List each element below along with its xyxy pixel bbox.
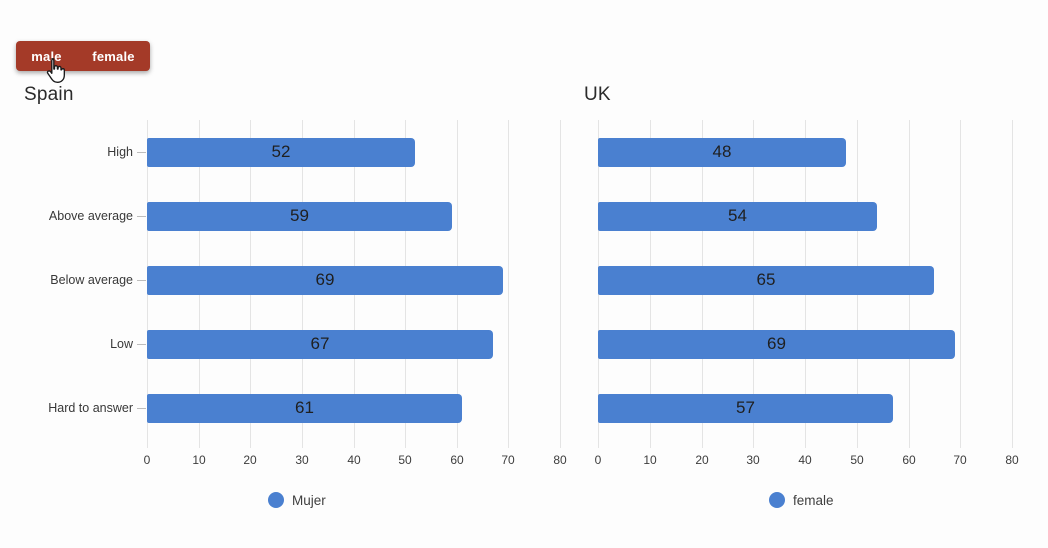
- chart-title-spain: Spain: [24, 84, 74, 105]
- bar-value-label: 65: [756, 270, 776, 289]
- bar-value-label: 48: [712, 142, 732, 161]
- legend-marker-icon: [769, 492, 785, 508]
- bar-below-average[interactable]: 65: [598, 265, 934, 295]
- x-axis-tick-label: 70: [953, 453, 967, 467]
- category-label: Below average: [50, 273, 133, 287]
- bar-high[interactable]: 48: [598, 137, 846, 167]
- category-tick: [137, 216, 146, 217]
- legend-label: Mujer: [292, 492, 326, 508]
- x-axis-tick-label: 10: [192, 453, 206, 467]
- bar-below-average[interactable]: 69: [147, 265, 503, 295]
- x-axis-tick-label: 60: [450, 453, 464, 467]
- category-tick: [137, 280, 146, 281]
- category-tick: [137, 152, 146, 153]
- x-axis-tick-label: 80: [553, 453, 567, 467]
- bar-value-label: 67: [310, 334, 330, 353]
- x-axis-tick-label: 50: [850, 453, 864, 467]
- chart-title-uk: UK: [584, 84, 611, 105]
- legend-uk[interactable]: female: [769, 490, 834, 510]
- legend-spain[interactable]: Mujer: [268, 490, 326, 510]
- bar-value-label: 59: [290, 206, 309, 225]
- gridline: [960, 120, 961, 448]
- x-axis-tick-label: 30: [295, 453, 309, 467]
- bar-hard-to-answer[interactable]: 57: [598, 393, 893, 423]
- bar-low[interactable]: 69: [598, 329, 955, 359]
- x-axis-tick-label: 80: [1005, 453, 1019, 467]
- plot-area-spain: 0 10 20 30 40 50 60 70 80 52 High 59 Above average 69…: [48, 120, 567, 467]
- category-label: Hard to answer: [48, 401, 133, 415]
- x-axis-tick-label: 20: [695, 453, 709, 467]
- gridline: [508, 120, 509, 448]
- x-axis-tick-label: 50: [398, 453, 412, 467]
- gender-toggle[interactable]: male female: [16, 41, 150, 71]
- bar-value-label: 69: [767, 334, 786, 353]
- gridline: [1012, 120, 1013, 448]
- category-tick: [137, 344, 146, 345]
- x-axis-tick-label: 0: [143, 453, 151, 467]
- plot-area-uk: 0 10 20 30 40 50 60 70 80 48 54 65 69 57: [595, 120, 1019, 467]
- x-axis-tick-label: 40: [798, 453, 812, 467]
- bar-value-label: 61: [295, 398, 314, 417]
- bar-value-label: 52: [271, 142, 291, 161]
- x-axis-tick-label: 0: [594, 453, 602, 467]
- gridline: [560, 120, 561, 448]
- bar-above-average[interactable]: 59: [147, 201, 452, 231]
- legend-label: female: [793, 492, 834, 508]
- category-label: Low: [110, 337, 133, 351]
- x-axis-tick-label: 30: [746, 453, 760, 467]
- category-label: Above average: [48, 209, 133, 223]
- x-axis-tick-label: 40: [347, 453, 361, 467]
- x-axis-tick-label: 70: [501, 453, 515, 467]
- bar-high[interactable]: 52: [147, 137, 415, 167]
- bar-value-label: 57: [736, 398, 755, 417]
- bar-low[interactable]: 67: [147, 329, 493, 359]
- category-label: High: [107, 145, 133, 159]
- bar-value-label: 69: [315, 270, 335, 289]
- bar-above-average[interactable]: 54: [598, 201, 877, 231]
- bar-value-label: 54: [728, 206, 747, 225]
- x-axis-tick-label: 60: [902, 453, 916, 467]
- bar-hard-to-answer[interactable]: 61: [147, 393, 462, 423]
- category-tick: [137, 408, 146, 409]
- toggle-option-male[interactable]: male: [31, 48, 62, 64]
- x-axis-tick-label: 20: [243, 453, 257, 467]
- legend-marker-icon: [268, 492, 284, 508]
- x-axis-tick-label: 10: [643, 453, 657, 467]
- toggle-option-female[interactable]: female: [92, 48, 135, 64]
